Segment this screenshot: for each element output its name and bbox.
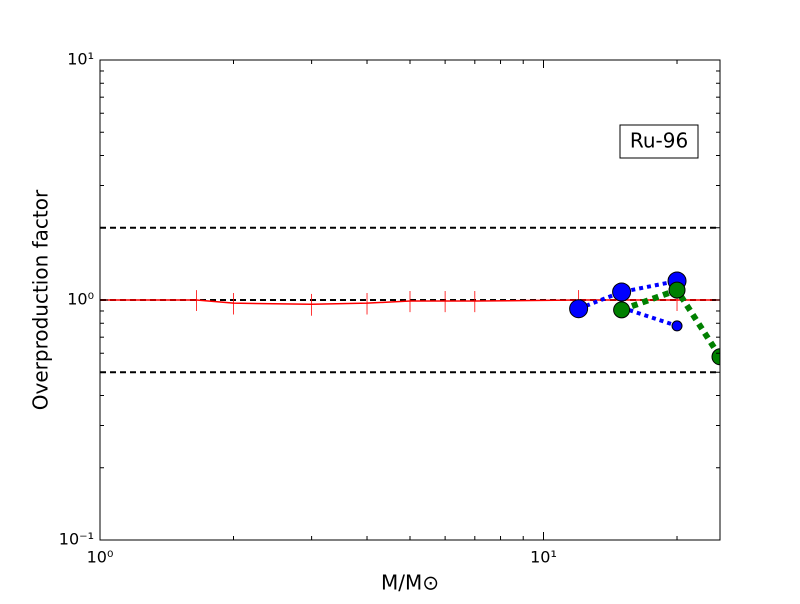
series-line — [100, 299, 720, 306]
y-axis-label: Overproduction factor — [29, 189, 53, 410]
plot-area — [100, 226, 720, 374]
marker — [613, 301, 631, 319]
marker — [569, 299, 589, 319]
x-tick-label: 10¹ — [530, 548, 557, 567]
series-line — [620, 305, 678, 328]
annotation-box — [619, 124, 699, 159]
series-line — [577, 279, 678, 311]
y-tick-label: 10⁻¹ — [59, 530, 94, 549]
marker — [668, 281, 686, 299]
annotation: Ru-96 — [630, 129, 688, 153]
x-axis-label: M/M⊙ — [381, 571, 439, 595]
y-tick-label: 10⁰ — [67, 290, 94, 309]
y-tick-label: 10¹ — [67, 50, 94, 69]
marker — [671, 320, 683, 332]
marker — [612, 282, 632, 302]
x-tick-label: 10⁰ — [87, 548, 114, 567]
